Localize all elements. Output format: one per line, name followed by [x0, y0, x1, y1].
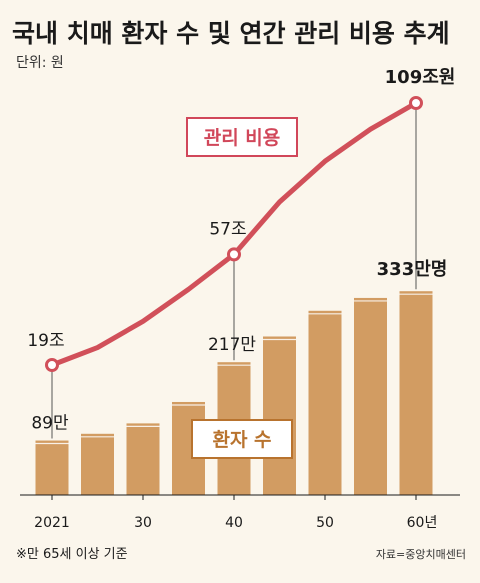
legend-cost: 관리 비용 [186, 117, 298, 157]
x-tick-label-0: 2021 [34, 515, 70, 531]
bar-2021 [35, 440, 69, 495]
cost-line-series [45, 96, 423, 439]
patient-label-2021: 89만 [31, 414, 69, 434]
patient-label-2060: 333만명 [377, 259, 448, 280]
cost-marker-2060 [409, 96, 423, 110]
legend-cost-label: 관리 비용 [204, 127, 281, 149]
x-axis-ticks: 2021 30 40 50 60년 [34, 495, 437, 531]
legend-patients-label: 환자 수 [212, 429, 271, 451]
x-tick-label-3: 50 [316, 515, 334, 531]
legend-patients: 환자 수 [191, 419, 293, 459]
bar-2060 [399, 291, 433, 495]
data-labels: 19조 57조 109조원 89만 217만 333만명 [27, 67, 455, 434]
cost-label-2021: 19조 [27, 331, 64, 351]
bar-2025 [81, 433, 114, 495]
unit-label: 단위: 원 [16, 55, 64, 71]
bar-2055 [354, 297, 387, 495]
bar-2030 [126, 423, 160, 495]
x-tick-label-2: 40 [225, 515, 243, 531]
bar-2050 [308, 310, 342, 495]
cost-marker-2021 [45, 358, 59, 372]
footnote: ※만 65세 이상 기준 [16, 547, 128, 562]
patient-label-2040: 217만 [208, 335, 256, 355]
source: 자료=중앙치매센터 [376, 548, 466, 561]
x-tick-label-1: 30 [134, 515, 152, 531]
chart-title: 국내 치매 환자 수 및 연간 관리 비용 추계 [12, 19, 450, 48]
bar-2045 [263, 336, 296, 495]
cost-label-2040: 57조 [209, 219, 246, 239]
legend-patients-box [191, 419, 293, 459]
cost-marker-2040 [227, 247, 241, 262]
x-tick-label-4: 60년 [407, 515, 438, 531]
legend-cost-box [186, 117, 298, 157]
cost-label-2060: 109조원 [385, 67, 456, 88]
